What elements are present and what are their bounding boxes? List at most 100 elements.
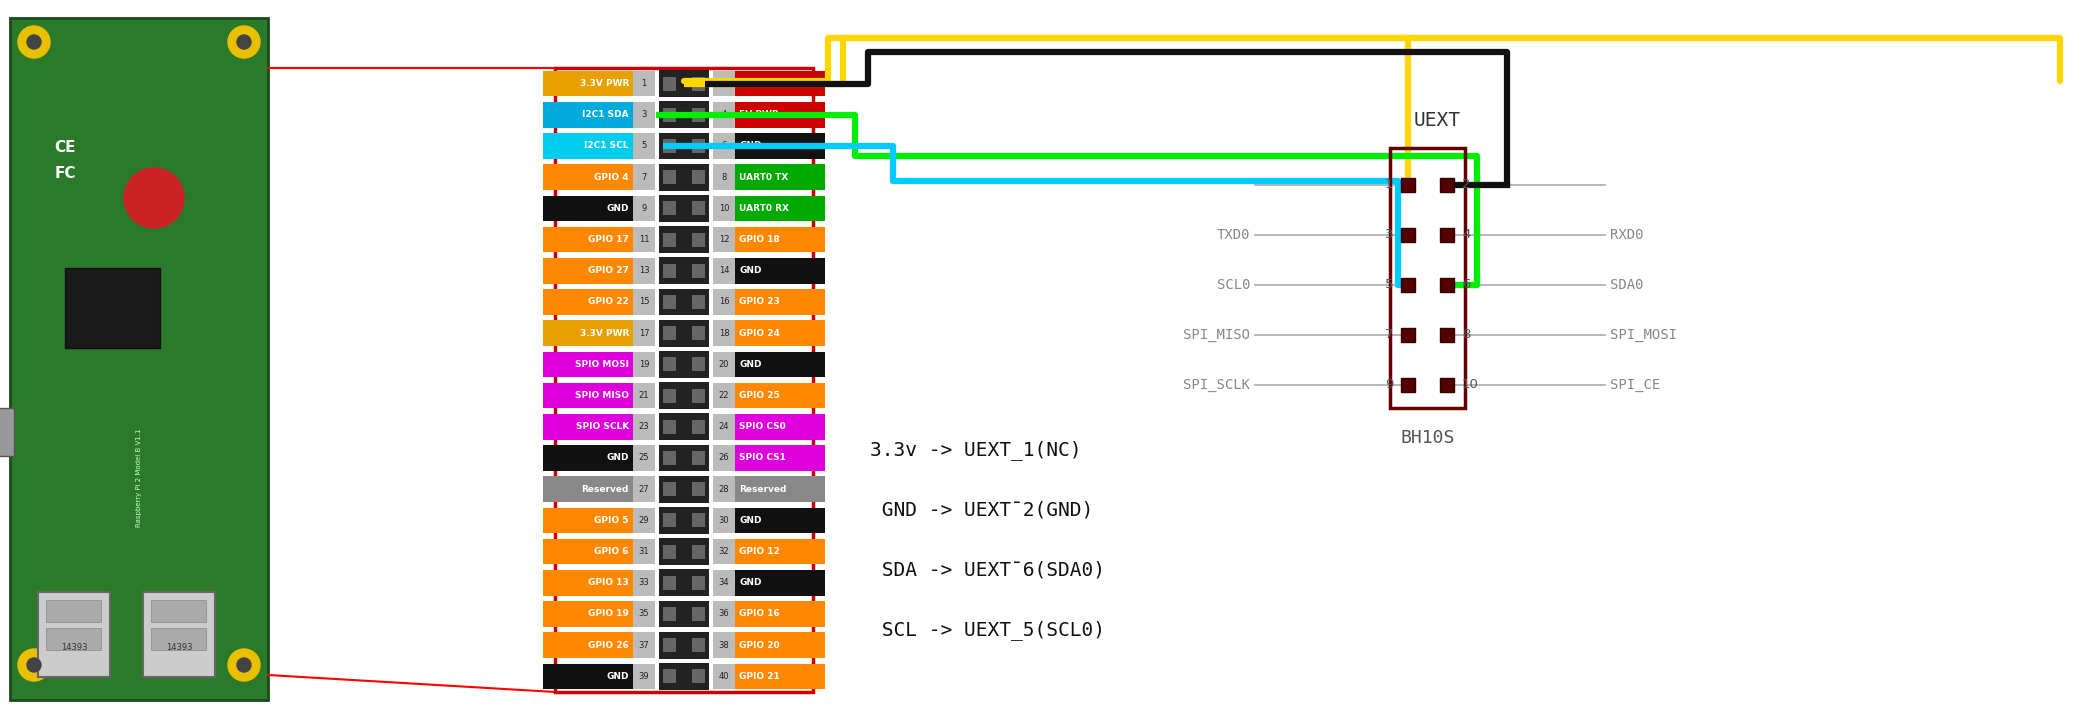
Bar bbox=[736, 601, 825, 627]
Bar bbox=[736, 71, 825, 96]
Text: 39: 39 bbox=[638, 672, 650, 681]
Text: 29: 29 bbox=[640, 516, 650, 525]
Text: 32: 32 bbox=[719, 547, 729, 556]
Bar bbox=[663, 576, 675, 590]
Text: 34: 34 bbox=[719, 578, 729, 588]
Text: SPI_MOSI: SPI_MOSI bbox=[1611, 328, 1678, 342]
Bar bbox=[713, 445, 736, 471]
Bar bbox=[713, 320, 736, 346]
Bar bbox=[1440, 328, 1455, 342]
Text: SDA0: SDA0 bbox=[1611, 278, 1644, 292]
Bar bbox=[713, 351, 736, 377]
Bar bbox=[1400, 328, 1415, 342]
Circle shape bbox=[125, 168, 183, 228]
Text: UEXT: UEXT bbox=[1415, 110, 1461, 130]
Circle shape bbox=[19, 26, 50, 58]
Text: 5: 5 bbox=[1384, 279, 1392, 292]
Text: 11: 11 bbox=[640, 235, 650, 244]
Bar bbox=[736, 289, 825, 315]
Bar bbox=[692, 607, 704, 621]
Bar bbox=[663, 233, 675, 247]
Bar bbox=[736, 196, 825, 221]
Bar bbox=[634, 351, 654, 377]
Bar bbox=[659, 258, 709, 284]
Bar bbox=[46, 628, 100, 650]
Text: 36: 36 bbox=[719, 610, 729, 618]
Text: SPIO MOSI: SPIO MOSI bbox=[575, 360, 629, 369]
Bar bbox=[692, 233, 704, 247]
Bar bbox=[736, 477, 825, 502]
Bar bbox=[659, 570, 709, 596]
Text: 1: 1 bbox=[1384, 179, 1392, 192]
Text: SPI_CE: SPI_CE bbox=[1611, 378, 1661, 392]
Bar bbox=[1400, 378, 1415, 392]
Text: 3: 3 bbox=[1384, 228, 1392, 241]
Text: 9: 9 bbox=[642, 204, 646, 213]
Bar bbox=[544, 539, 634, 564]
Text: SCL0: SCL0 bbox=[1217, 278, 1250, 292]
Bar bbox=[713, 71, 736, 96]
Text: 7: 7 bbox=[1384, 328, 1392, 341]
Bar bbox=[659, 289, 709, 315]
Text: 22: 22 bbox=[719, 391, 729, 400]
Text: UART0 TX: UART0 TX bbox=[740, 173, 788, 181]
Bar bbox=[659, 507, 709, 534]
Bar bbox=[1440, 228, 1455, 242]
Text: 1: 1 bbox=[642, 79, 646, 88]
Text: 28: 28 bbox=[719, 485, 729, 494]
Text: 5V PWR: 5V PWR bbox=[740, 79, 779, 88]
Bar bbox=[663, 389, 675, 402]
Text: Reserved: Reserved bbox=[581, 485, 629, 494]
Bar bbox=[544, 383, 634, 408]
Text: 16: 16 bbox=[719, 297, 729, 307]
Text: SPI_MISO: SPI_MISO bbox=[1184, 328, 1250, 342]
Bar bbox=[713, 133, 736, 159]
Bar bbox=[38, 592, 110, 677]
Text: 30: 30 bbox=[719, 516, 729, 525]
Text: 17: 17 bbox=[638, 329, 650, 338]
Bar bbox=[659, 164, 709, 191]
Bar bbox=[692, 638, 704, 652]
Bar bbox=[659, 226, 709, 253]
Text: SPIO CS1: SPIO CS1 bbox=[740, 454, 786, 462]
Text: 25: 25 bbox=[640, 454, 650, 462]
Bar bbox=[663, 544, 675, 559]
Text: 14393: 14393 bbox=[167, 644, 192, 652]
Bar bbox=[692, 264, 704, 278]
Text: GND: GND bbox=[606, 454, 629, 462]
Bar bbox=[544, 258, 634, 284]
Bar bbox=[10, 18, 269, 700]
Text: 13: 13 bbox=[638, 266, 650, 275]
Bar bbox=[544, 664, 634, 689]
Bar bbox=[144, 592, 215, 677]
Bar bbox=[663, 607, 675, 621]
Text: GPIO 21: GPIO 21 bbox=[740, 672, 779, 681]
Text: GPIO 12: GPIO 12 bbox=[740, 547, 779, 556]
Text: 12: 12 bbox=[719, 235, 729, 244]
Text: 6: 6 bbox=[721, 142, 727, 150]
Bar bbox=[736, 539, 825, 564]
Text: GPIO 25: GPIO 25 bbox=[740, 391, 779, 400]
Text: GND: GND bbox=[740, 516, 761, 525]
Text: 27: 27 bbox=[638, 485, 650, 494]
Bar bbox=[544, 414, 634, 440]
Text: GPIO 20: GPIO 20 bbox=[740, 641, 779, 649]
Text: 8: 8 bbox=[721, 173, 727, 181]
Text: GPIO 17: GPIO 17 bbox=[588, 235, 629, 244]
Text: 40: 40 bbox=[719, 672, 729, 681]
Text: Reserved: Reserved bbox=[740, 485, 786, 494]
Text: SPI_SCLK: SPI_SCLK bbox=[1184, 378, 1250, 392]
Bar bbox=[663, 670, 675, 683]
Bar bbox=[713, 414, 736, 440]
Bar bbox=[1440, 178, 1455, 192]
Bar bbox=[692, 326, 704, 341]
Bar bbox=[713, 227, 736, 253]
Text: BH10S: BH10S bbox=[1400, 429, 1455, 447]
Text: 14393: 14393 bbox=[60, 644, 88, 652]
Bar bbox=[736, 632, 825, 658]
Text: GND: GND bbox=[740, 578, 761, 588]
Bar bbox=[736, 570, 825, 595]
Bar bbox=[544, 632, 634, 658]
Bar bbox=[663, 202, 675, 215]
Bar bbox=[663, 420, 675, 434]
